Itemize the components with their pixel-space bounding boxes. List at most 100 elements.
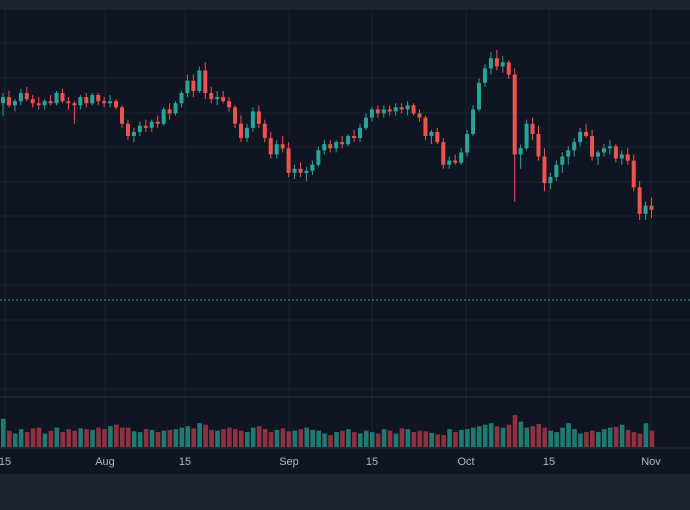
volume-bar <box>256 426 262 447</box>
volume-bar <box>298 429 304 447</box>
volume-bar <box>459 429 464 447</box>
candle <box>120 105 124 128</box>
candle-body <box>447 160 452 165</box>
volume-bar <box>173 429 179 447</box>
candle-body <box>560 156 565 165</box>
grid-lines <box>0 10 690 448</box>
candle-body <box>465 133 470 153</box>
candle <box>465 129 470 157</box>
volume-bar <box>6 430 12 447</box>
volume-bar <box>292 430 298 447</box>
candles <box>1 50 654 220</box>
volume-bar <box>102 429 107 447</box>
candle-body <box>42 101 47 106</box>
candle <box>572 138 577 157</box>
candle <box>24 86 29 102</box>
chart-plot-area[interactable]: 15 Aug 15 Sep 15 Oct 15 Nov <box>0 10 690 474</box>
candle <box>417 109 422 122</box>
volume-bar <box>649 430 655 447</box>
candle-body <box>72 103 77 106</box>
volume-bar <box>572 429 577 447</box>
candle-body <box>542 156 547 184</box>
candle-body <box>578 131 583 143</box>
candle <box>518 144 523 169</box>
candle-body <box>215 97 220 100</box>
candle <box>102 97 107 108</box>
candle <box>334 140 339 153</box>
volume-bar <box>560 427 565 447</box>
candle <box>286 142 291 177</box>
volume-bar <box>405 429 411 447</box>
volume-bar <box>1 418 6 447</box>
volume-bar <box>161 430 167 447</box>
volume-bar <box>215 430 220 447</box>
volume-bar <box>310 429 315 447</box>
candle-body <box>262 123 267 139</box>
candle <box>1 93 5 116</box>
candle-body <box>78 97 83 106</box>
candle-body <box>548 176 553 184</box>
volume-bar <box>72 430 77 447</box>
time-axis-label: Oct <box>457 456 474 468</box>
candle <box>96 93 101 106</box>
candle-body <box>84 97 89 104</box>
candle-body <box>328 144 333 149</box>
volume-bar <box>84 429 89 447</box>
candle-body <box>417 113 422 118</box>
candle <box>268 131 273 159</box>
candle <box>542 148 547 192</box>
candle-body <box>114 101 119 108</box>
volume-bar <box>125 427 131 447</box>
candle-body <box>381 109 386 114</box>
candle <box>173 101 178 116</box>
candle <box>536 125 541 161</box>
candle <box>256 105 261 128</box>
candle-body <box>631 160 636 188</box>
candle-body <box>48 101 53 104</box>
candle-body <box>488 58 493 69</box>
candle-body <box>30 99 35 104</box>
candle <box>399 103 404 114</box>
volume-bar <box>554 432 559 447</box>
volume-bar <box>423 431 429 447</box>
candle <box>393 103 398 116</box>
candle-body <box>613 146 618 159</box>
candle-body <box>530 123 535 134</box>
candle-body <box>494 58 499 67</box>
candle <box>203 62 208 100</box>
volume-bar <box>340 430 345 447</box>
candle-body <box>393 107 398 112</box>
volume-bar <box>536 423 542 447</box>
candle <box>631 154 636 192</box>
candle-body <box>149 121 154 128</box>
time-axis-label: 15 <box>366 456 378 468</box>
candle-body <box>429 131 434 137</box>
candle-body <box>643 205 648 214</box>
candle-body <box>221 97 226 102</box>
candle <box>155 115 160 128</box>
candle-body <box>334 142 339 149</box>
volume-bar <box>203 424 208 447</box>
candle <box>560 152 565 173</box>
volume-bar <box>447 429 452 447</box>
candle-body <box>36 103 41 106</box>
volume-bar <box>221 429 226 447</box>
candle <box>363 113 368 130</box>
volume-bar <box>197 423 202 447</box>
candle <box>304 166 309 182</box>
candle <box>619 150 624 165</box>
candle <box>477 78 481 112</box>
volume-bar <box>441 435 446 447</box>
time-axis-label: 15 <box>179 456 191 468</box>
candle-body <box>6 97 11 106</box>
volume-bar <box>334 432 339 447</box>
candle <box>36 97 41 110</box>
candlestick-chart[interactable]: 15 Aug 15 Sep 15 Oct 15 Nov <box>0 10 690 474</box>
candle-body <box>274 144 279 155</box>
candle <box>179 90 184 108</box>
volume-bar <box>601 429 607 447</box>
volume-bar <box>566 423 571 447</box>
volume-bar <box>167 429 173 447</box>
volume-bar <box>530 426 536 447</box>
volume-bar <box>500 427 506 447</box>
